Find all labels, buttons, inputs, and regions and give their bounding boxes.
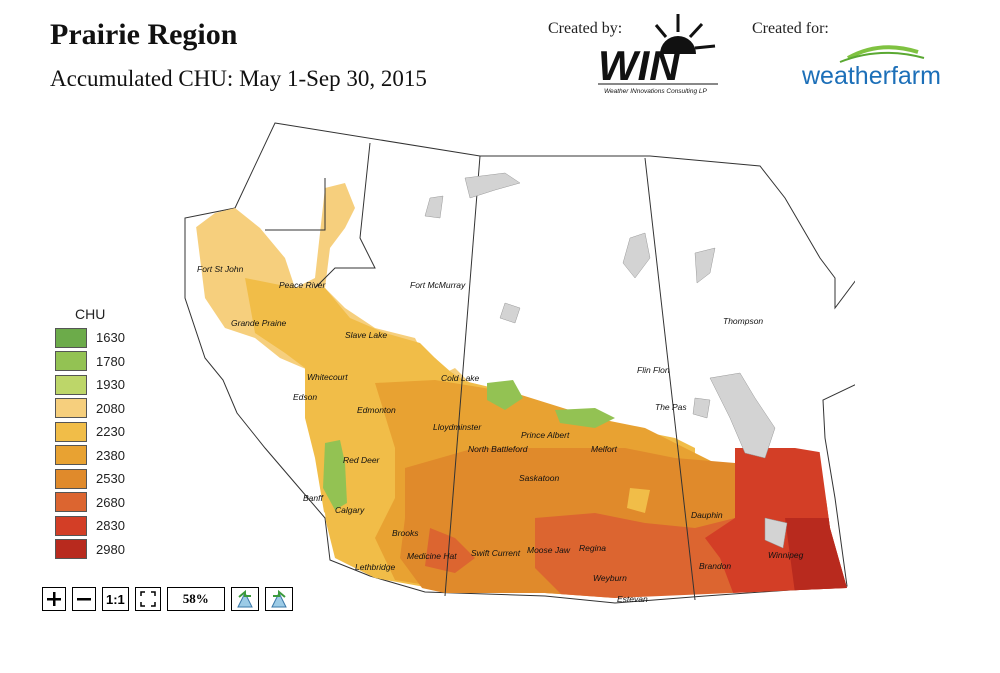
- zone-2230-south: [627, 488, 650, 513]
- zoom-out-button[interactable]: [72, 587, 96, 611]
- city-label: Melfort: [591, 444, 618, 454]
- city-label: Cold Lake: [441, 373, 480, 383]
- legend-swatch: [55, 539, 87, 560]
- weatherfarm-logo-text: weatherfarm: [801, 62, 941, 90]
- legend-item: 2080: [55, 397, 125, 421]
- legend-label: 2680: [96, 494, 125, 510]
- city-labels: Fort St John Peace River Grande Praine Fort…: [197, 264, 804, 604]
- win-tagline: Weather INnovations Consulting LP: [604, 88, 708, 95]
- legend-item: 1780: [55, 350, 125, 374]
- legend-label: 1930: [96, 377, 125, 393]
- minus-icon: [77, 598, 91, 601]
- legend-swatch: [55, 421, 87, 442]
- city-label: Lloydminster: [433, 422, 482, 432]
- city-label: Flin Flon: [637, 365, 670, 375]
- map-subtitle: Accumulated CHU: May 1-Sep 30, 2015: [50, 66, 427, 91]
- city-label: Regina: [579, 543, 606, 553]
- created-by-label: Created by:: [548, 20, 623, 37]
- city-label: Slave Lake: [345, 330, 387, 340]
- legend-label: 1630: [96, 330, 125, 346]
- lakes: [424, 172, 788, 549]
- city-label: Edmonton: [357, 405, 396, 415]
- city-label: Estevan: [617, 594, 648, 604]
- city-label: Saskatoon: [519, 473, 559, 483]
- city-label: Winnipeg: [768, 550, 804, 560]
- zone-2680-sw: [425, 528, 475, 573]
- legend-item: 2830: [55, 514, 125, 538]
- city-label: Edson: [293, 392, 317, 402]
- legend-label: 2980: [96, 541, 125, 557]
- city-label: Banff: [303, 493, 324, 503]
- legend-label: 2380: [96, 447, 125, 463]
- weatherfarm-logo: weatherfarm: [801, 45, 941, 90]
- back-arrow-icon: [236, 589, 253, 608]
- map-zoom-toolbar: 1:1 58%: [42, 587, 293, 611]
- legend-item: 2530: [55, 467, 125, 491]
- city-label: Grande Praine: [231, 318, 287, 328]
- city-label: Thompson: [723, 316, 763, 326]
- legend-label: 2080: [96, 400, 125, 416]
- city-label: Fort St John: [197, 264, 244, 274]
- legend-swatch: [55, 398, 87, 419]
- win-logo: WIN Weather INnovations Consulting LP: [598, 14, 718, 95]
- legend-swatch: [55, 468, 87, 489]
- legend-swatch: [55, 351, 87, 372]
- previous-view-button[interactable]: [230, 587, 259, 611]
- city-label: Whitecourt: [307, 372, 348, 382]
- city-label: Brandon: [699, 561, 731, 571]
- forward-arrow-icon: [270, 589, 287, 608]
- legend-item: 2680: [55, 491, 125, 515]
- legend-swatch: [55, 492, 87, 513]
- actual-size-button[interactable]: 1:1: [102, 587, 129, 611]
- city-label: Medicine Hat: [407, 551, 457, 561]
- city-label: Dauphin: [691, 510, 723, 520]
- chu-map[interactable]: Fort St John Peace River Grande Praine Fort…: [175, 118, 855, 608]
- legend-item: 2380: [55, 444, 125, 468]
- chu-zones: [195, 183, 855, 598]
- legend-label: 2530: [96, 471, 125, 487]
- legend-item: 1630: [55, 326, 125, 350]
- city-label: Brooks: [392, 528, 419, 538]
- fit-frame-icon: [140, 591, 156, 607]
- legend-item: 2980: [55, 538, 125, 562]
- legend-swatch: [55, 374, 87, 395]
- city-label: North Battleford: [468, 444, 528, 454]
- fit-to-window-button[interactable]: [134, 587, 161, 611]
- legend-swatch: [55, 445, 87, 466]
- city-label: Calgary: [335, 505, 365, 515]
- city-label: Peace River: [279, 280, 326, 290]
- plus-icon: [47, 592, 61, 606]
- city-label: The Pas: [655, 402, 687, 412]
- city-label: Weyburn: [593, 573, 627, 583]
- zone-1780-cold-lake: [487, 380, 523, 410]
- zoom-level-display: 58%: [166, 587, 225, 611]
- legend-label: 2830: [96, 518, 125, 534]
- created-for-label: Created for:: [752, 20, 829, 37]
- lake-winnipeg: [709, 372, 776, 459]
- zone-1780-melfort: [555, 408, 615, 428]
- city-label: Moose Jaw: [527, 545, 571, 555]
- city-label: Prince Albert: [521, 430, 570, 440]
- legend-label: 2230: [96, 424, 125, 440]
- city-label: Fort McMurray: [410, 280, 466, 290]
- city-label: Lethbridge: [355, 562, 395, 572]
- city-label: Red Deer: [343, 455, 381, 465]
- map-title: Prairie Region: [50, 18, 238, 51]
- legend-label: 1780: [96, 353, 125, 369]
- province-borders: [265, 142, 696, 601]
- next-view-button[interactable]: [264, 587, 293, 611]
- legend-swatch: [55, 515, 87, 536]
- zoom-in-button[interactable]: [42, 587, 66, 611]
- chu-legend: CHU 1630 1780 1930 2080 2230 2380 2530 2680 2830…: [55, 306, 125, 561]
- legend-swatch: [55, 327, 87, 348]
- win-logo-text: WIN: [598, 42, 681, 89]
- legend-title: CHU: [75, 306, 106, 322]
- zone-1780: [323, 440, 347, 510]
- legend-item: 2230: [55, 420, 125, 444]
- city-label: Swift Current: [471, 548, 521, 558]
- legend-item: 1930: [55, 373, 125, 397]
